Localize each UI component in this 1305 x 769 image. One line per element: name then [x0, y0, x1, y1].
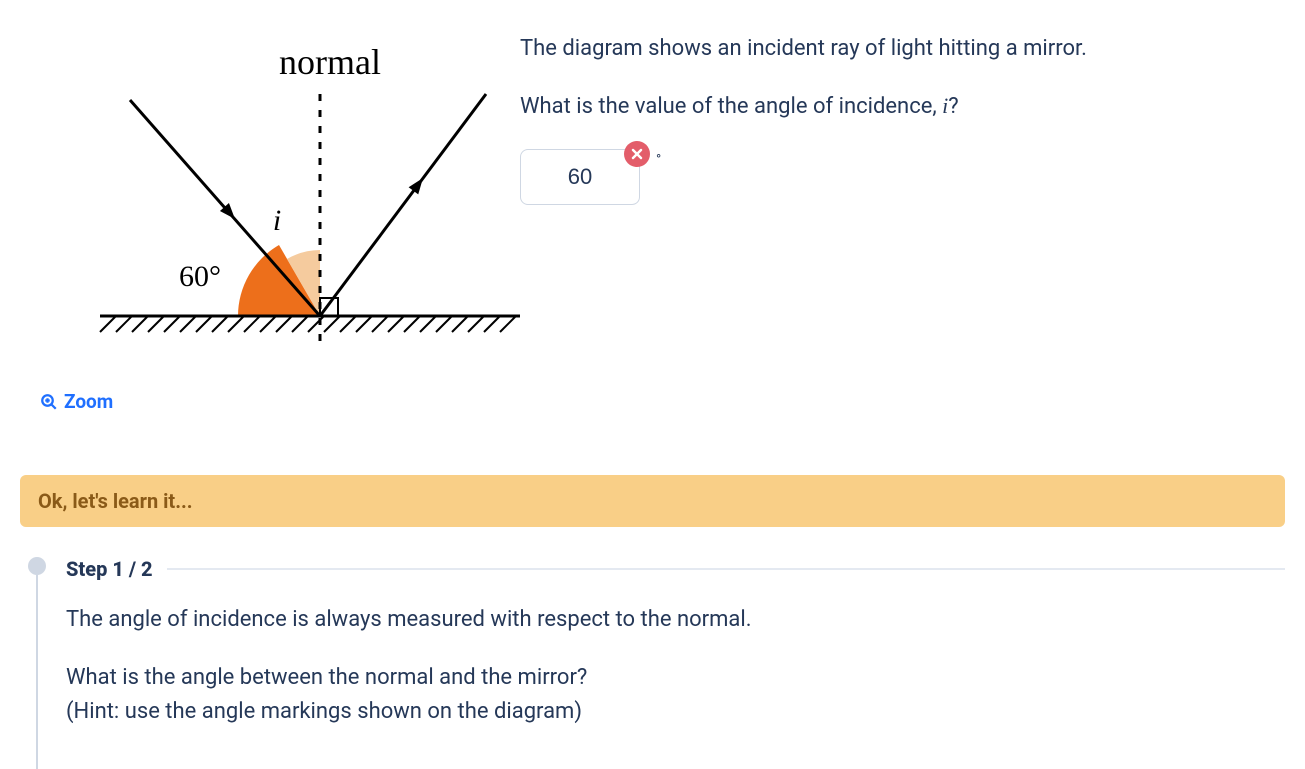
reflected-ray	[320, 94, 486, 316]
step-header: Step 1 / 2	[66, 557, 1285, 581]
angle-i-label: i	[273, 204, 281, 237]
answer-row: °	[520, 149, 1305, 205]
timeline-dot	[28, 557, 46, 575]
top-row: normal 60° i Zoom The diagram sh	[0, 0, 1305, 415]
degree-unit: °	[656, 151, 661, 171]
step-body-1: The angle of incidence is always measure…	[66, 603, 1285, 637]
question-line-1: The diagram shows an incident ray of lig…	[520, 34, 1305, 65]
step-body-2b: (Hint: use the angle markings shown on t…	[66, 699, 582, 724]
zoom-label: Zoom	[64, 390, 113, 413]
step-body-2: What is the angle between the normal and…	[66, 661, 1285, 729]
mirror-hatching	[100, 316, 516, 332]
step-divider	[167, 568, 1285, 570]
zoom-in-icon	[40, 393, 58, 411]
question-line-2-pre: What is the value of the angle of incide…	[520, 94, 942, 119]
wrong-icon	[624, 141, 650, 167]
learn-banner: Ok, let's learn it...	[20, 475, 1285, 527]
step-body: The angle of incidence is always measure…	[66, 603, 1285, 729]
incidence-diagram: normal 60° i	[40, 20, 520, 360]
normal-label: normal	[279, 42, 381, 82]
timeline-line	[36, 575, 38, 769]
step-body-2a: What is the angle between the normal and…	[66, 665, 587, 690]
diagram-svg: normal 60° i	[40, 20, 520, 360]
answer-input[interactable]	[520, 149, 640, 205]
steps-timeline: Step 1 / 2 The angle of incidence is alw…	[20, 557, 1285, 729]
step-counter: Step 1 / 2	[66, 557, 153, 581]
question-line-2-post: ?	[948, 94, 958, 119]
zoom-button[interactable]: Zoom	[40, 390, 113, 413]
question-line-2: What is the value of the angle of incide…	[520, 91, 1305, 123]
diagram-column: normal 60° i Zoom	[0, 20, 520, 415]
question-column: The diagram shows an incident ray of lig…	[520, 20, 1305, 205]
page-root: normal 60° i Zoom The diagram sh	[0, 0, 1305, 758]
angle-60-label: 60°	[179, 260, 221, 293]
